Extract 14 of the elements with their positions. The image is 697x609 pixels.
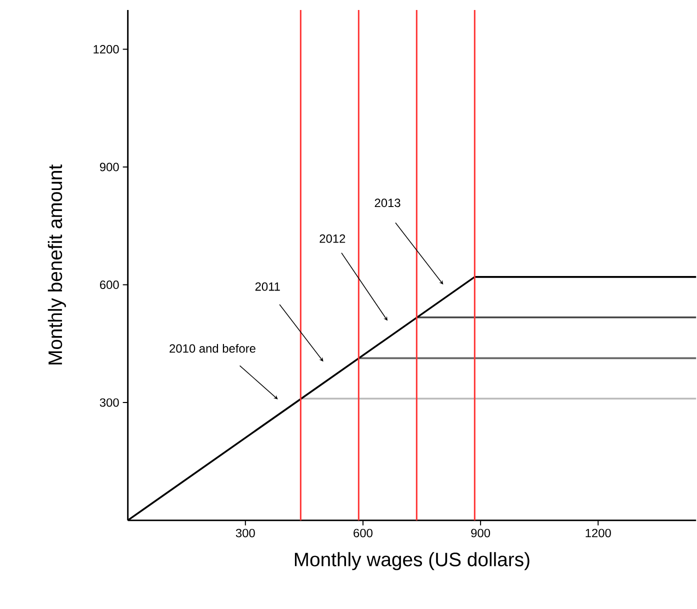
annotation: 2013 [374, 198, 400, 208]
x-tick-label: 600 [354, 528, 372, 538]
y-tick-label: 600 [100, 280, 119, 289]
y-axis-title: Monthly benefit amount [48, 164, 66, 364]
x-tick-label: 900 [471, 528, 490, 538]
annotation: 2011 [255, 282, 280, 291]
y-tick-label: 900 [100, 162, 119, 172]
y-tick-label: 1200 [94, 44, 119, 54]
annotation: 2010 and before [170, 344, 256, 353]
y-tick-label: 300 [100, 398, 119, 407]
annotation: 2012 [320, 234, 346, 243]
x-tick-label: 300 [236, 528, 255, 538]
x-tick-label: 1200 [586, 528, 611, 538]
x-axis-title: Monthly wages (US dollars) [294, 552, 530, 570]
